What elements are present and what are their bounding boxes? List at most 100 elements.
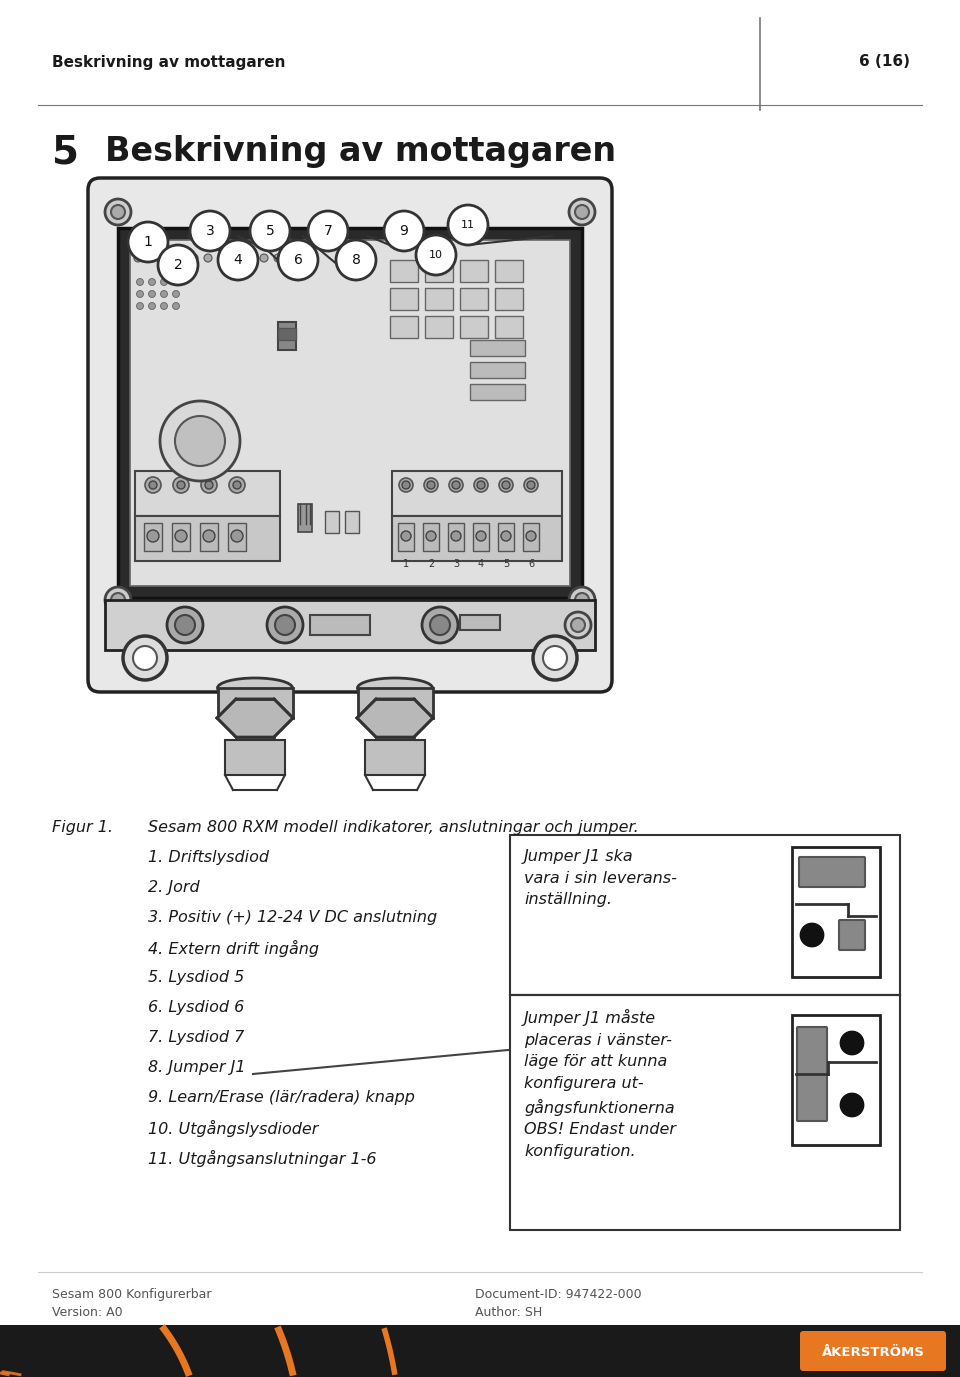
Circle shape	[422, 607, 458, 643]
Circle shape	[148, 253, 156, 262]
Text: 6: 6	[528, 559, 534, 569]
Circle shape	[136, 278, 143, 285]
Bar	[473, 523, 489, 551]
Circle shape	[569, 587, 595, 613]
Bar	[495, 288, 523, 310]
Circle shape	[501, 532, 511, 541]
Text: 9: 9	[399, 224, 408, 238]
Bar	[390, 288, 418, 310]
Circle shape	[569, 200, 595, 224]
Circle shape	[173, 291, 180, 297]
Text: ÅKERSTRÖMS: ÅKERSTRÖMS	[822, 1345, 924, 1359]
Text: 10: 10	[429, 251, 443, 260]
Circle shape	[841, 861, 863, 883]
Polygon shape	[217, 700, 293, 737]
Text: 4. Extern drift ingång: 4. Extern drift ingång	[148, 940, 319, 957]
Bar	[460, 288, 488, 310]
Text: 2: 2	[174, 257, 182, 273]
Bar	[425, 288, 453, 310]
Circle shape	[134, 253, 142, 262]
Text: 3: 3	[453, 559, 459, 569]
Circle shape	[424, 478, 438, 492]
Bar	[423, 523, 439, 551]
Circle shape	[190, 253, 198, 262]
Circle shape	[476, 532, 486, 541]
Circle shape	[402, 481, 410, 489]
Bar	[495, 260, 523, 282]
Circle shape	[158, 245, 198, 285]
Bar	[144, 523, 162, 551]
Bar	[498, 523, 514, 551]
Circle shape	[133, 646, 157, 671]
Circle shape	[449, 478, 463, 492]
Circle shape	[801, 861, 823, 883]
Text: 9. Learn/Erase (lär/radera) knapp: 9. Learn/Erase (lär/radera) knapp	[148, 1091, 415, 1104]
Text: 5. Lysdiod 5: 5. Lysdiod 5	[148, 969, 244, 985]
Polygon shape	[357, 700, 433, 737]
Bar	[470, 384, 525, 399]
Bar	[523, 523, 539, 551]
Circle shape	[149, 303, 156, 310]
Bar	[278, 322, 296, 350]
Circle shape	[841, 1031, 863, 1053]
Circle shape	[841, 924, 863, 946]
Circle shape	[801, 1031, 823, 1053]
Circle shape	[111, 593, 125, 607]
Circle shape	[275, 616, 295, 635]
Circle shape	[232, 253, 240, 262]
Circle shape	[173, 303, 180, 310]
Text: 7: 7	[324, 224, 332, 238]
Circle shape	[565, 611, 591, 638]
Text: Sesam 800 RXM modell indikatorer, anslutningar och jumper.: Sesam 800 RXM modell indikatorer, anslut…	[148, 819, 638, 834]
Text: Sesam 800 Konfigurerbar: Sesam 800 Konfigurerbar	[52, 1287, 211, 1301]
Bar	[392, 516, 562, 560]
Bar	[365, 739, 425, 775]
Circle shape	[533, 636, 577, 680]
Text: Jumper J1 måste
placeras i vänster-
läge för att kunna
konfigurera ut-
gångsfunk: Jumper J1 måste placeras i vänster- läge…	[524, 1009, 676, 1158]
Circle shape	[260, 253, 268, 262]
Circle shape	[250, 211, 290, 251]
Circle shape	[201, 476, 217, 493]
Bar	[392, 471, 562, 516]
Circle shape	[105, 587, 131, 613]
Text: 6. Lysdiod 6: 6. Lysdiod 6	[148, 1000, 244, 1015]
Text: 4: 4	[478, 559, 484, 569]
Text: Document-ID: 947422-000: Document-ID: 947422-000	[475, 1287, 641, 1301]
Circle shape	[149, 278, 156, 285]
Text: 5: 5	[266, 224, 275, 238]
FancyBboxPatch shape	[839, 920, 865, 950]
Bar	[135, 471, 280, 516]
Text: Beskrivning av mottagaren: Beskrivning av mottagaren	[52, 55, 285, 69]
Circle shape	[111, 205, 125, 219]
Circle shape	[176, 253, 184, 262]
Text: Version: A0: Version: A0	[52, 1305, 123, 1319]
Circle shape	[218, 240, 258, 280]
Bar	[792, 847, 880, 978]
Bar	[390, 260, 418, 282]
Bar	[792, 1015, 880, 1146]
Circle shape	[801, 924, 823, 946]
Text: 3. Positiv (+) 12-24 V DC anslutning: 3. Positiv (+) 12-24 V DC anslutning	[148, 910, 437, 925]
Bar	[345, 511, 359, 533]
Circle shape	[527, 481, 535, 489]
Circle shape	[502, 481, 510, 489]
Bar	[228, 523, 246, 551]
Circle shape	[136, 291, 143, 297]
Text: Author: SH: Author: SH	[475, 1305, 542, 1319]
Bar	[495, 315, 523, 337]
Circle shape	[177, 481, 185, 489]
Circle shape	[246, 253, 254, 262]
FancyBboxPatch shape	[799, 856, 865, 887]
Bar	[0, 1325, 960, 1377]
Bar	[460, 260, 488, 282]
Bar	[448, 523, 464, 551]
Text: 4: 4	[233, 253, 242, 267]
Circle shape	[336, 240, 376, 280]
Bar	[425, 260, 453, 282]
Bar	[510, 834, 900, 996]
Text: 8: 8	[351, 253, 360, 267]
Bar	[218, 688, 293, 717]
Circle shape	[147, 530, 159, 543]
Circle shape	[175, 530, 187, 543]
Bar	[172, 523, 190, 551]
